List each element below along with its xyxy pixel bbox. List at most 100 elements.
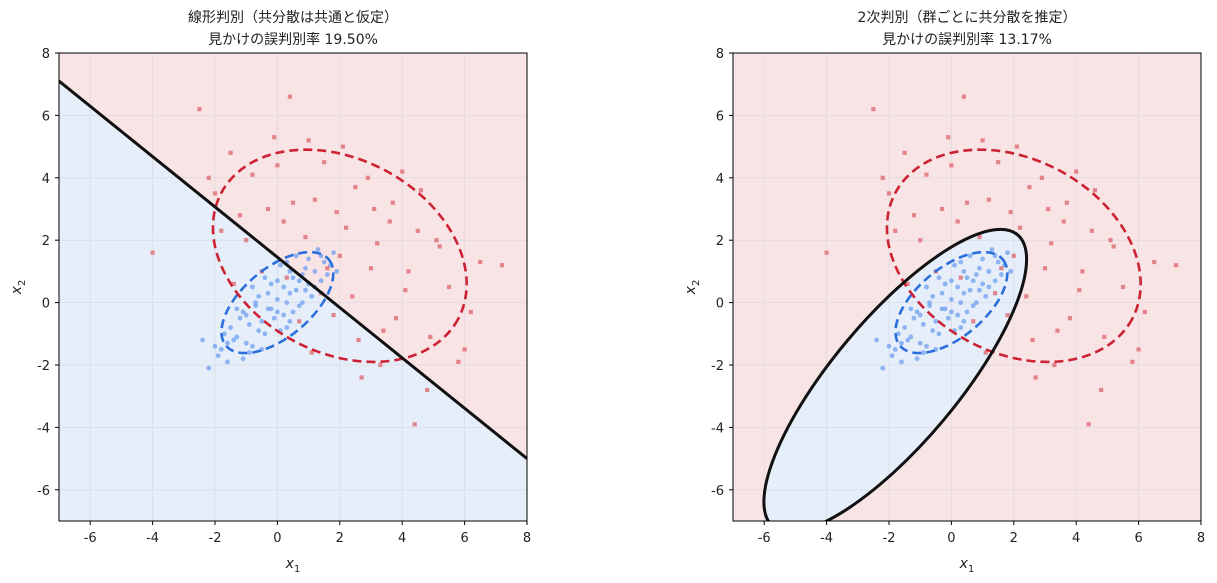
y-tick-label: -4 (37, 421, 50, 436)
panel-quadratic-discriminant: 2次判別（群ごとに共分散を推定） 見かけの誤判別率 13.17% -6 -4 -2 0… (683, 10, 1205, 575)
point-group0 (262, 275, 268, 281)
point-group1 (1086, 422, 1091, 427)
point-group0 (262, 331, 268, 337)
point-group1 (971, 319, 976, 324)
point-group0 (914, 356, 920, 362)
point-group1 (446, 284, 452, 290)
point-group0 (281, 312, 287, 318)
point-group1 (350, 294, 355, 299)
point-group0 (299, 300, 305, 305)
point-group0 (250, 343, 255, 349)
point-group0 (243, 312, 249, 318)
point-group1 (272, 135, 277, 140)
point-group0 (296, 278, 302, 284)
y-tick-label: 2 (42, 234, 50, 249)
point-group0 (977, 287, 982, 293)
point-group1 (1111, 244, 1116, 249)
point-group0 (949, 278, 954, 284)
point-group0 (287, 290, 293, 296)
point-group1 (1120, 284, 1126, 290)
chart-title-line1: 線形判別（共分散は共通と仮定） (188, 10, 398, 26)
y-axis-label: x2 (9, 280, 28, 296)
point-group0 (278, 262, 283, 268)
decision-boundary (59, 79, 527, 460)
point-group1 (390, 200, 395, 205)
point-group1 (244, 238, 249, 243)
point-group1 (297, 319, 302, 324)
point-group0 (942, 281, 948, 287)
point-group0 (246, 350, 252, 355)
x-tick-label: -2 (883, 531, 896, 546)
point-group1 (977, 234, 982, 240)
point-group1 (924, 172, 929, 177)
contour-ellipse-group0 (894, 250, 1009, 355)
point-group1 (1008, 210, 1013, 215)
chart-title-line2: 見かけの誤判別率 13.17% (882, 31, 1052, 48)
point-group0 (892, 347, 898, 352)
point-group1 (375, 241, 380, 246)
point-group0 (290, 309, 296, 315)
point-group0 (945, 315, 951, 321)
x-tick-label: 2 (336, 531, 344, 546)
point-group0 (281, 284, 287, 290)
point-group0 (958, 259, 964, 265)
point-group0 (256, 328, 262, 334)
point-group0 (306, 256, 311, 262)
point-group1 (343, 225, 349, 230)
point-group1 (312, 197, 317, 202)
point-group1 (1064, 200, 1069, 205)
point-group1 (478, 259, 483, 265)
y-tick-label: 0 (42, 297, 50, 312)
point-group1 (1099, 387, 1104, 393)
point-group1 (468, 309, 473, 315)
y-tick-label: 6 (42, 109, 50, 124)
point-group0 (256, 293, 262, 299)
point-group1 (949, 163, 954, 168)
point-group1 (1027, 185, 1032, 190)
point-group0 (271, 315, 277, 321)
point-group1 (893, 228, 898, 233)
point-group0 (986, 284, 992, 290)
x-axis-label: x1 (285, 556, 301, 575)
point-group1 (499, 263, 505, 268)
point-group1 (212, 191, 218, 196)
point-group1 (1042, 266, 1048, 271)
point-group1 (1030, 337, 1035, 343)
decision-boundary (762, 227, 1029, 521)
point-group0 (243, 340, 249, 346)
point-group0 (250, 284, 255, 290)
point-group1 (1005, 312, 1010, 318)
point-group1 (1011, 253, 1016, 258)
point-group1 (996, 160, 1001, 165)
point-group1 (1046, 206, 1051, 212)
point-group0 (284, 325, 290, 330)
point-group0 (914, 309, 920, 315)
point-group1 (946, 135, 951, 140)
x-tick-label: 6 (460, 531, 468, 546)
point-group0 (284, 300, 290, 305)
x-tick-label: 2 (1010, 531, 1018, 546)
y-tick-label: -6 (711, 484, 724, 499)
point-group1 (340, 144, 346, 149)
point-group0 (899, 340, 904, 346)
point-group1 (961, 94, 966, 99)
point-group0 (949, 309, 954, 315)
point-group1 (1089, 228, 1094, 233)
point-group0 (315, 247, 321, 252)
point-group1 (1052, 362, 1057, 368)
point-group1 (406, 269, 411, 274)
point-group1 (999, 266, 1004, 271)
point-group0 (961, 318, 967, 324)
point-group0 (955, 312, 961, 318)
point-group1 (418, 188, 424, 193)
point-group1 (911, 213, 917, 218)
point-group1 (1130, 359, 1135, 364)
point-group0 (240, 309, 246, 315)
point-group0 (874, 337, 879, 343)
point-group0 (318, 278, 324, 284)
point-group0 (331, 250, 336, 256)
point-group0 (933, 318, 939, 324)
point-group1 (905, 281, 910, 286)
point-group0 (240, 356, 246, 362)
point-group0 (955, 284, 961, 290)
